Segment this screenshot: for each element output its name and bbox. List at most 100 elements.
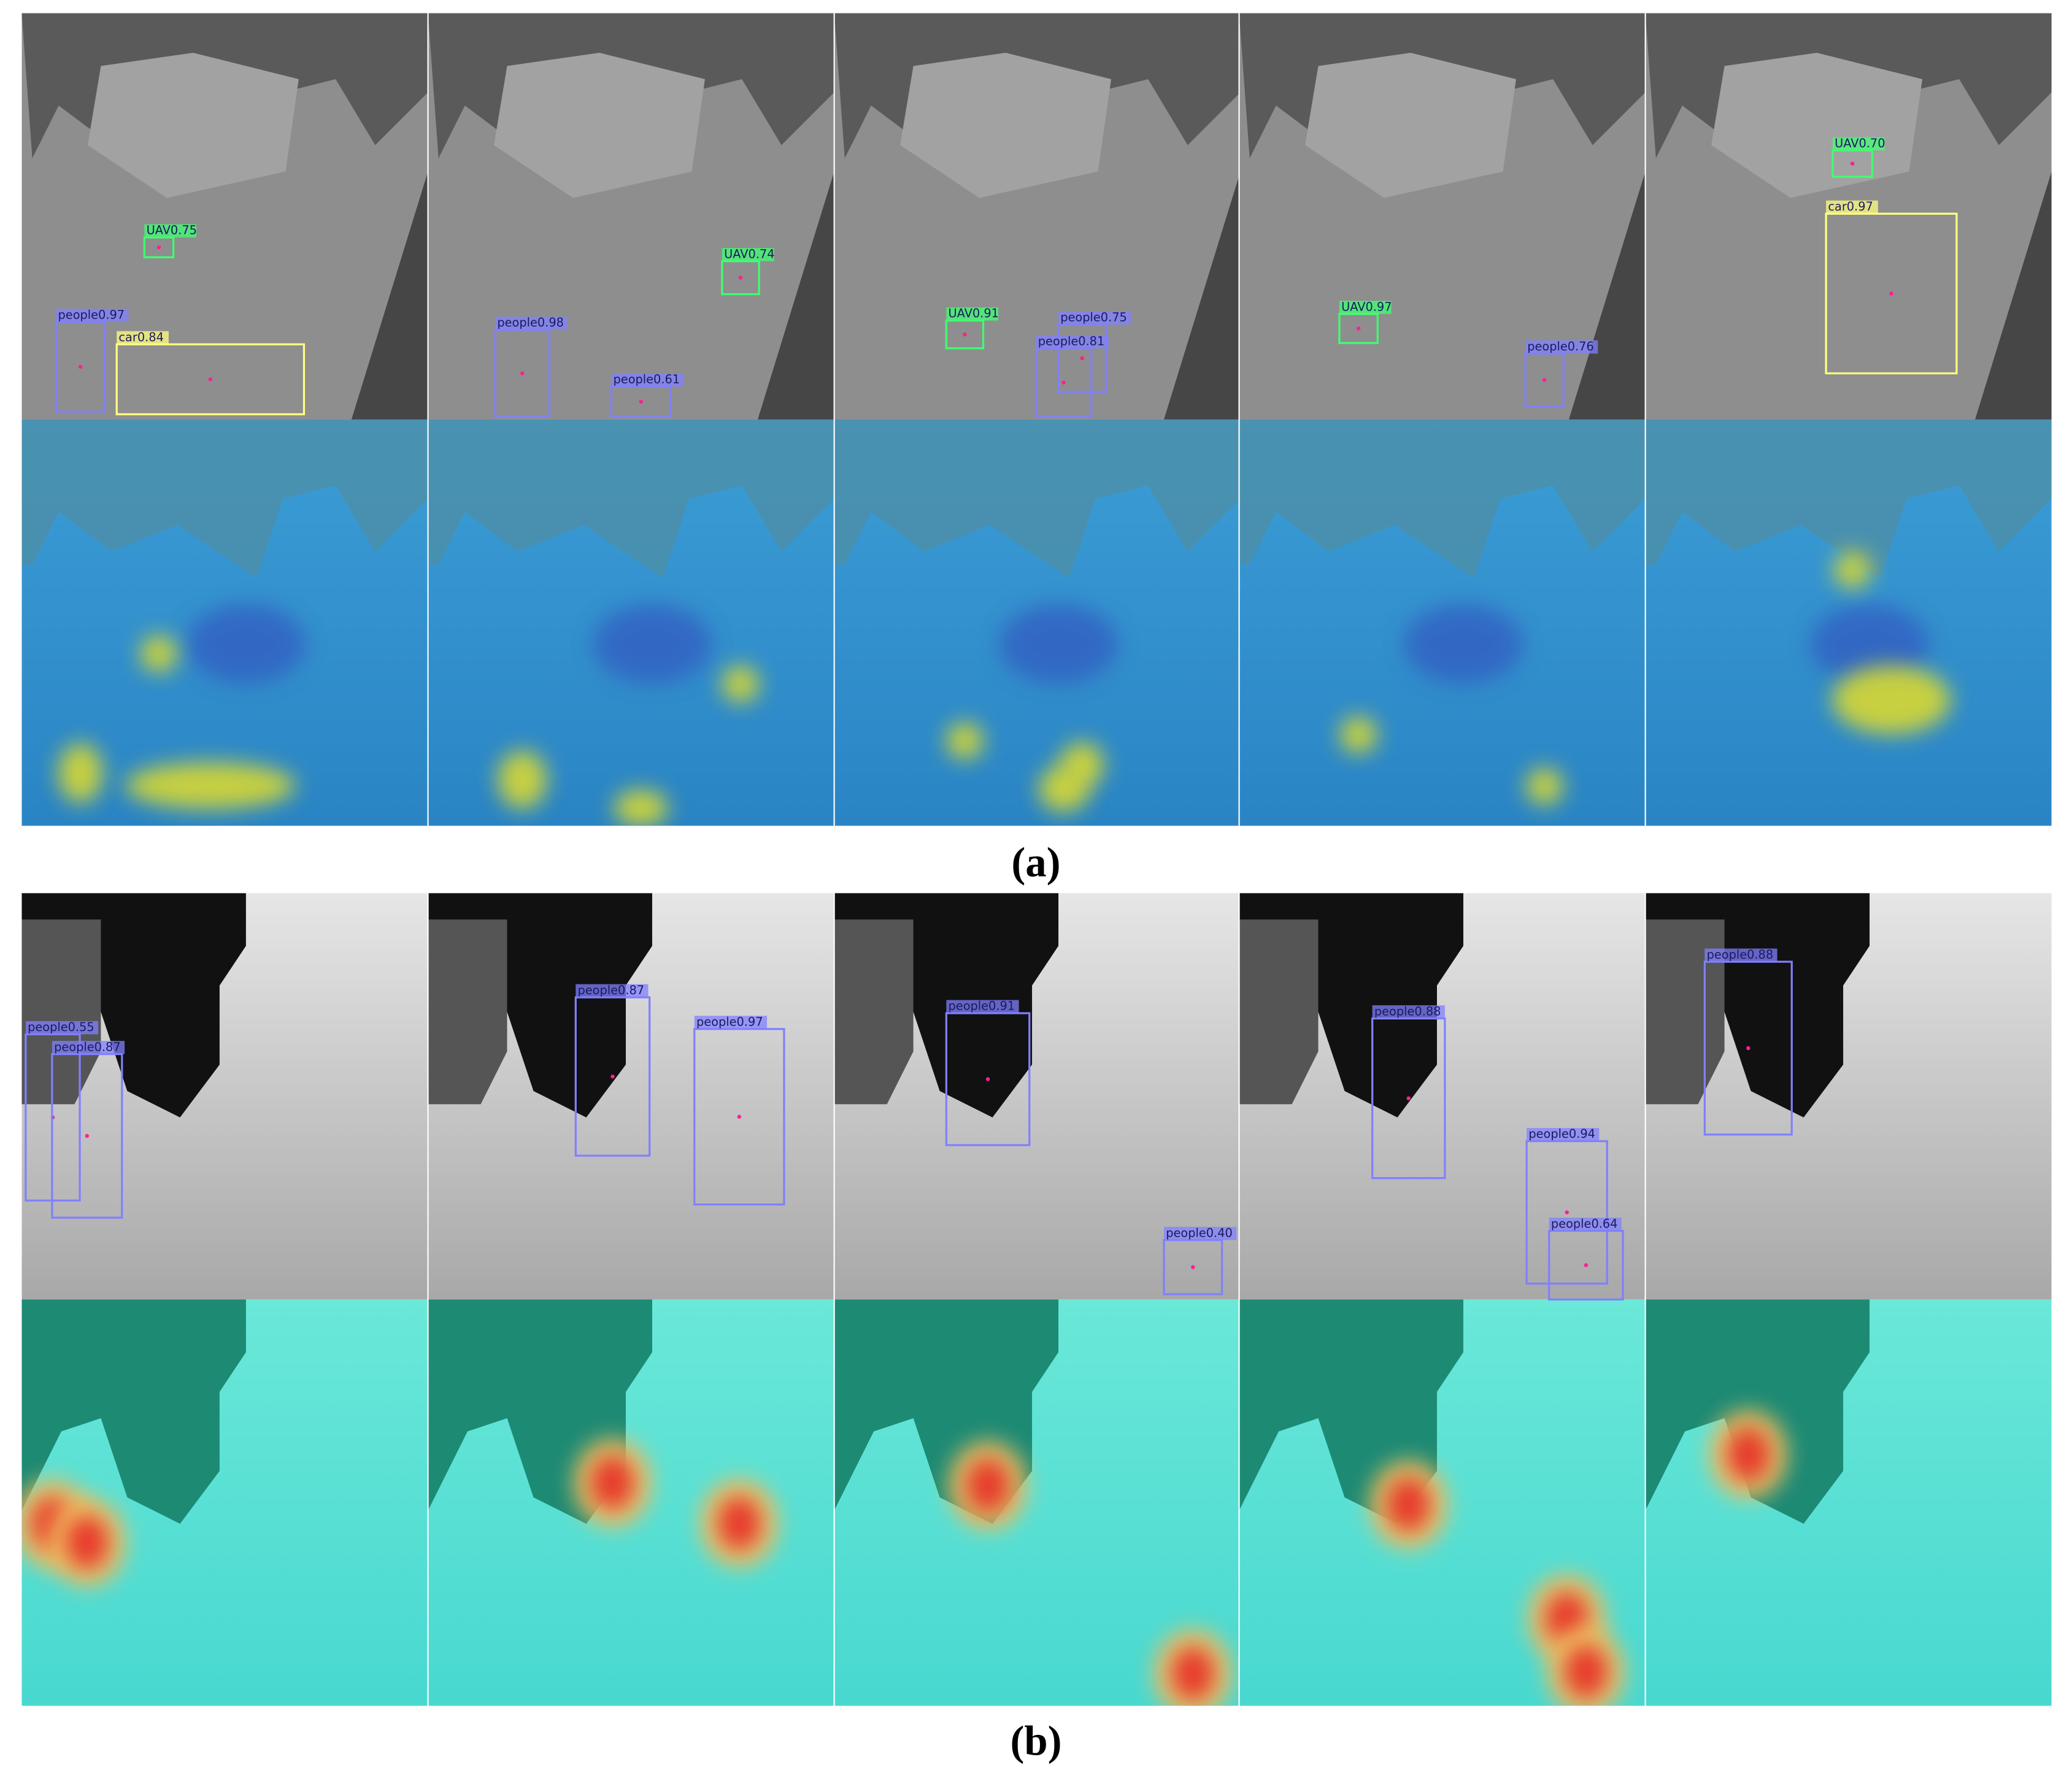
heat-spot [1038, 766, 1089, 812]
heat-spot [1727, 1428, 1770, 1481]
box-center [85, 1134, 90, 1138]
heat-spot [498, 751, 547, 809]
heat-dark [428, 419, 834, 578]
box-center [1406, 1096, 1411, 1100]
frame-content [1239, 13, 1646, 826]
depth-mid [428, 919, 507, 1105]
label-bg [52, 1041, 125, 1054]
label-bg [694, 1016, 767, 1029]
depth-light [1711, 52, 1923, 198]
heat-spot [58, 743, 103, 803]
frame: people0.55 people0.87 [21, 893, 428, 1706]
label-bg [117, 331, 169, 345]
box-center [520, 371, 525, 376]
detection-label: UAV0.74 [724, 247, 774, 261]
label-bg [1058, 311, 1131, 325]
detection-label: people0.61 [614, 373, 680, 387]
heat-cool [187, 604, 306, 684]
heat-spot [1526, 768, 1563, 805]
heat-cool [1404, 604, 1523, 684]
detection-label: people0.55 [28, 1020, 94, 1034]
heat-cool [1810, 604, 1929, 684]
heat-spot [966, 1459, 1009, 1512]
box-center [1080, 356, 1084, 360]
depth-shadow [1568, 171, 1646, 420]
frame-content [1239, 893, 1646, 1706]
depth-mid [834, 919, 914, 1105]
label-bg [1549, 1218, 1622, 1231]
depth-shadow [757, 171, 834, 420]
label-bg [1525, 340, 1598, 354]
depth-light [1305, 52, 1516, 198]
box-center [1746, 1046, 1750, 1051]
detection-label: UAV0.97 [1341, 299, 1392, 314]
heat-spot [1831, 665, 1951, 735]
detection-label: UAV0.75 [147, 223, 197, 238]
label-bg [1036, 335, 1109, 349]
detection-label: people0.98 [497, 315, 564, 330]
detection-label: people0.87 [54, 1040, 121, 1054]
frame-content [1645, 893, 2052, 1706]
label-bg [1339, 301, 1392, 314]
detection-label: people0.91 [949, 999, 1015, 1013]
frame: UAV0.74 people0.98 people0.61 [428, 13, 834, 826]
heat-spot [591, 1456, 634, 1510]
detection-label: car0.97 [1828, 199, 1873, 214]
frame: people0.91 people0.40 [834, 893, 1241, 1706]
heat-spot [1171, 1647, 1214, 1700]
box-center [208, 377, 213, 382]
label-bg [144, 224, 197, 238]
box-center [1542, 377, 1547, 382]
label-bg [576, 984, 649, 998]
depth-shadow [1164, 171, 1241, 420]
box-center [1061, 381, 1066, 385]
box-center [1889, 292, 1893, 296]
depth-mid [1239, 919, 1319, 1105]
depth-mid [21, 919, 101, 1105]
frame-content [834, 893, 1241, 1706]
frame: people0.88 [1645, 893, 2052, 1706]
detection-label: people0.97 [696, 1014, 763, 1029]
box-center [1191, 1265, 1195, 1269]
box-center [738, 276, 743, 280]
label-bg [1164, 1227, 1237, 1240]
box-center [610, 1074, 615, 1079]
box-center [1850, 161, 1855, 166]
box-center [1356, 326, 1361, 331]
box-center [985, 1077, 990, 1081]
caption: (b) [1010, 1718, 1061, 1764]
detection-label: people0.75 [1060, 311, 1127, 325]
heat-spot [1834, 551, 1871, 589]
detection-label: people0.94 [1528, 1127, 1595, 1141]
detection-label: people0.88 [1374, 1004, 1441, 1018]
frame: UAV0.97 people0.76 [1239, 13, 1646, 826]
detection-label: people0.88 [1707, 948, 1774, 962]
box-center [737, 1115, 742, 1119]
heat-spot [722, 665, 760, 703]
label-bg [1527, 1127, 1600, 1142]
frame: people0.87 people0.97 [428, 893, 834, 1706]
heat-spot [614, 789, 668, 826]
detection-label: UAV0.91 [949, 306, 999, 320]
depth-shadow [351, 171, 428, 420]
frame: people0.88 people0.94 people0.64 [1239, 893, 1646, 1706]
frame: UAV0.75 people0.97 car0.84 [21, 13, 428, 826]
heat-spot [718, 1496, 761, 1550]
frame: UAV0.91 people0.75 people0.81 [834, 13, 1241, 826]
depth-shadow [1975, 171, 2052, 420]
label-bg [495, 316, 568, 330]
heat-dark [834, 419, 1241, 578]
box-center [78, 365, 83, 369]
label-bg [1372, 1005, 1445, 1019]
heat-spot [66, 1515, 109, 1569]
box-center [1565, 1210, 1569, 1215]
frame: UAV0.70 car0.97 [1645, 13, 2052, 826]
heat-spot [946, 722, 984, 760]
detection-label: people0.40 [1166, 1226, 1233, 1240]
heat-dark [21, 1299, 246, 1524]
label-bg [25, 1021, 99, 1035]
frame-content [428, 893, 834, 1706]
label-bg [56, 309, 129, 322]
label-bg [946, 1000, 1019, 1013]
